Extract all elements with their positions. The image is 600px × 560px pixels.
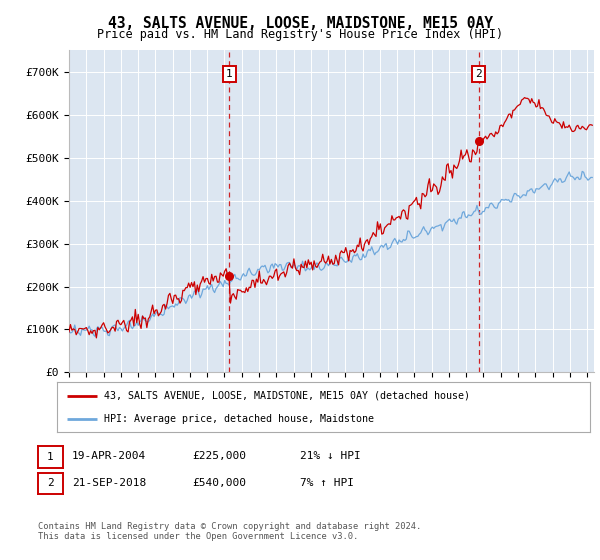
- Text: 1: 1: [226, 69, 233, 79]
- Text: £225,000: £225,000: [192, 451, 246, 461]
- Text: 1: 1: [47, 452, 54, 462]
- Text: 7% ↑ HPI: 7% ↑ HPI: [300, 478, 354, 488]
- Text: 21% ↓ HPI: 21% ↓ HPI: [300, 451, 361, 461]
- Text: 19-APR-2004: 19-APR-2004: [72, 451, 146, 461]
- Text: £540,000: £540,000: [192, 478, 246, 488]
- Text: 43, SALTS AVENUE, LOOSE, MAIDSTONE, ME15 0AY: 43, SALTS AVENUE, LOOSE, MAIDSTONE, ME15…: [107, 16, 493, 31]
- Text: 43, SALTS AVENUE, LOOSE, MAIDSTONE, ME15 0AY (detached house): 43, SALTS AVENUE, LOOSE, MAIDSTONE, ME15…: [104, 390, 470, 400]
- Text: HPI: Average price, detached house, Maidstone: HPI: Average price, detached house, Maid…: [104, 414, 374, 424]
- Text: Contains HM Land Registry data © Crown copyright and database right 2024.
This d: Contains HM Land Registry data © Crown c…: [38, 522, 421, 542]
- Text: 2: 2: [47, 478, 54, 488]
- Text: Price paid vs. HM Land Registry's House Price Index (HPI): Price paid vs. HM Land Registry's House …: [97, 28, 503, 41]
- Text: 2: 2: [475, 69, 482, 79]
- Text: 21-SEP-2018: 21-SEP-2018: [72, 478, 146, 488]
